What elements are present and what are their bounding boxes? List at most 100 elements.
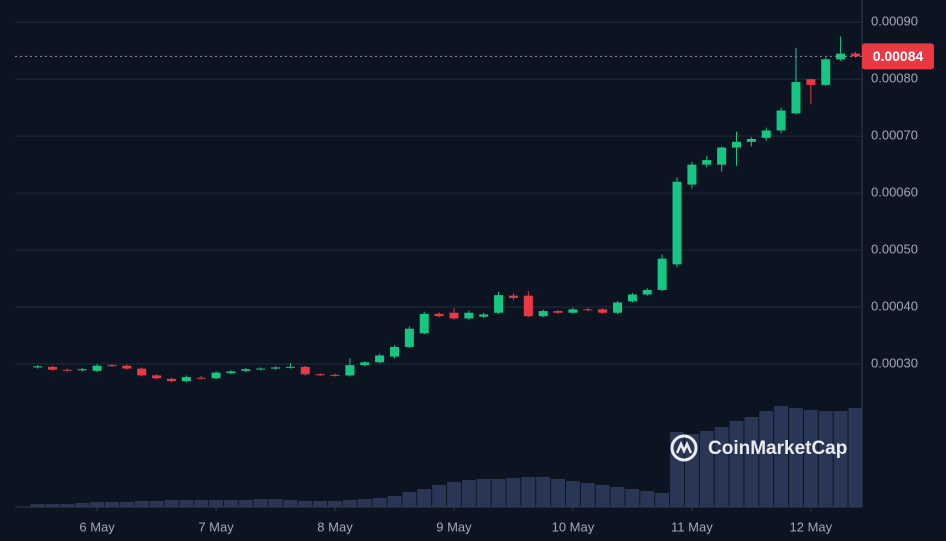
candle-body <box>598 309 608 313</box>
volume-bar <box>595 485 610 507</box>
candle-body <box>33 366 43 368</box>
candle-body <box>107 365 117 367</box>
volume-bar <box>387 496 402 507</box>
volume-bar <box>744 417 759 507</box>
volume-bar <box>298 501 313 507</box>
volume-bar <box>640 491 655 507</box>
volume-bar <box>521 477 536 507</box>
volume-bar <box>803 410 818 507</box>
candle-body <box>345 365 355 376</box>
volume-bar <box>625 489 640 507</box>
candle-body <box>464 312 474 319</box>
candle-body <box>613 302 623 313</box>
volume-bar <box>194 500 209 507</box>
watermark-logo-mark <box>675 440 693 455</box>
volume-bar <box>60 504 75 507</box>
x-tick-label: 12 May <box>790 519 833 534</box>
candle-body <box>731 141 741 148</box>
volume-bar <box>565 481 580 507</box>
volume-bar <box>134 501 149 507</box>
axes: 0.00030 0.00040 0.00050 0.00060 0.00070 0.000… <box>15 14 934 534</box>
watermark-text: CoinMarketCap <box>708 438 847 459</box>
volume-bar <box>328 501 342 507</box>
candle-body <box>434 313 444 317</box>
volume-bar <box>491 479 506 507</box>
volume-bar <box>729 421 744 507</box>
candle-body <box>523 295 533 317</box>
candle-body <box>360 362 370 366</box>
volume-bar <box>313 501 328 507</box>
volume-bar <box>833 411 848 507</box>
candles <box>33 36 860 383</box>
candle-body <box>47 366 57 370</box>
volume-bar <box>774 406 789 507</box>
candle-body <box>850 53 860 57</box>
x-tick-label: 9 May <box>436 519 472 534</box>
volume-bar <box>699 431 714 507</box>
volume-pane <box>30 406 863 507</box>
candle-body <box>375 355 385 363</box>
volume-bar <box>283 500 298 507</box>
candle-body <box>657 258 667 290</box>
candle-body <box>122 365 132 369</box>
watermark-logo <box>670 434 698 462</box>
volume-bar <box>75 503 90 507</box>
volume-bar <box>238 500 253 507</box>
watermark: CoinMarketCap <box>670 434 847 462</box>
candle-body <box>166 378 176 382</box>
y-tick-label: 0.00060 <box>871 185 918 200</box>
candle-body <box>152 375 162 379</box>
volume-bar <box>655 493 670 507</box>
candle-body <box>62 369 72 371</box>
candle-body <box>226 371 236 374</box>
volume-bar <box>580 483 595 507</box>
volume-bar <box>105 502 119 507</box>
candle-body <box>746 138 756 142</box>
volume-bar <box>551 479 565 507</box>
candle-body <box>137 368 147 376</box>
y-tick-label: 0.00070 <box>871 128 918 143</box>
candle-body <box>568 309 578 313</box>
candle-body <box>479 314 489 317</box>
candle-body <box>271 367 281 369</box>
candle-body <box>256 368 266 370</box>
x-tick-label: 6 May <box>79 519 115 534</box>
volume-bar <box>536 477 551 507</box>
candle-body <box>702 160 712 165</box>
candle-body <box>821 59 831 85</box>
volume-bar <box>461 480 476 507</box>
volume-bar <box>179 500 194 507</box>
volume-bar <box>402 492 417 507</box>
candle-body <box>672 181 682 265</box>
candle-body <box>196 377 206 379</box>
candle-body <box>538 311 548 317</box>
candle-body <box>687 164 697 185</box>
last-price-label: 0.00084 <box>873 48 924 64</box>
candle-body <box>404 328 414 347</box>
y-tick-label: 0.00040 <box>871 298 918 313</box>
candle-body <box>315 374 325 376</box>
y-tick-label: 0.00050 <box>871 242 918 257</box>
volume-bar <box>223 500 238 507</box>
volume-bar <box>45 504 60 507</box>
candle-body <box>389 346 399 357</box>
volume-bar <box>90 502 105 507</box>
candle-body <box>300 366 310 375</box>
volume-bar <box>432 485 447 507</box>
volume-bar <box>610 487 625 507</box>
volume-bar <box>759 411 774 507</box>
candle-body <box>583 309 593 311</box>
candle-body <box>92 365 102 371</box>
volume-bar <box>372 498 387 507</box>
volume-bar <box>209 500 223 507</box>
x-tick-label: 8 May <box>317 519 353 534</box>
volume-bar <box>447 482 461 507</box>
x-tick-label: 10 May <box>552 519 595 534</box>
candle-body <box>776 110 786 131</box>
volume-bar <box>714 427 729 507</box>
y-tick-label: 0.00080 <box>871 71 918 86</box>
volume-bar <box>253 499 268 507</box>
